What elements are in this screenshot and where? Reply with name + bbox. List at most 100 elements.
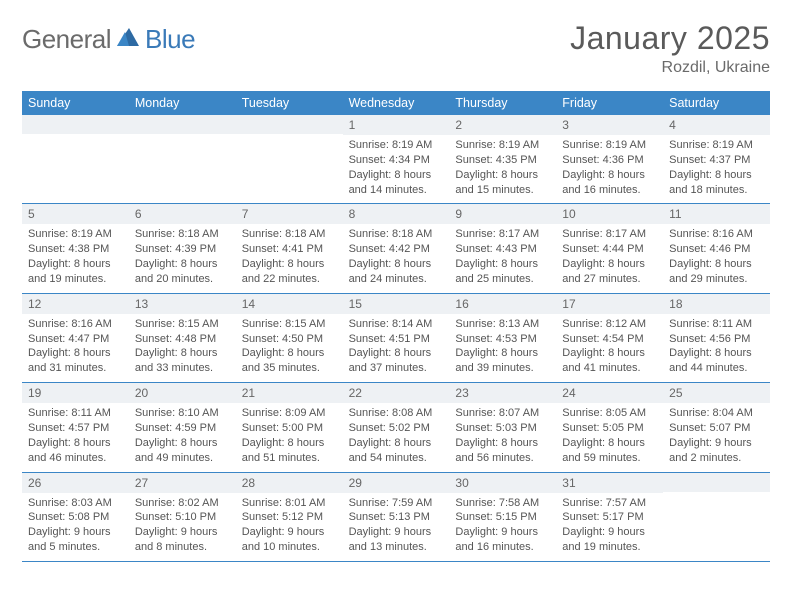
day-number: 13 <box>129 294 236 314</box>
day-text: Sunrise: 8:09 AMSunset: 5:00 PMDaylight:… <box>236 403 343 471</box>
day-text-line: and 24 minutes. <box>349 272 444 287</box>
day-text-line: Sunrise: 7:59 AM <box>349 496 444 511</box>
day-number <box>22 115 129 134</box>
day-text: Sunrise: 7:58 AMSunset: 5:15 PMDaylight:… <box>449 493 556 561</box>
day-text-line: Sunset: 4:54 PM <box>562 332 657 347</box>
day-text-line: Sunrise: 8:11 AM <box>669 317 764 332</box>
day-headers-row: Sunday Monday Tuesday Wednesday Thursday… <box>22 91 770 115</box>
day-text-line: and 27 minutes. <box>562 272 657 287</box>
day-cell: 20Sunrise: 8:10 AMSunset: 4:59 PMDayligh… <box>129 383 236 471</box>
day-text: Sunrise: 8:19 AMSunset: 4:35 PMDaylight:… <box>449 135 556 203</box>
week-row: 12Sunrise: 8:16 AMSunset: 4:47 PMDayligh… <box>22 294 770 383</box>
day-text: Sunrise: 8:18 AMSunset: 4:39 PMDaylight:… <box>129 224 236 292</box>
day-text-line: and 41 minutes. <box>562 361 657 376</box>
day-text: Sunrise: 8:16 AMSunset: 4:46 PMDaylight:… <box>663 224 770 292</box>
day-cell: 24Sunrise: 8:05 AMSunset: 5:05 PMDayligh… <box>556 383 663 471</box>
day-number: 10 <box>556 204 663 224</box>
day-text-line: Sunrise: 8:02 AM <box>135 496 230 511</box>
day-text-line: Sunrise: 8:18 AM <box>349 227 444 242</box>
day-number: 3 <box>556 115 663 135</box>
day-text-line: Daylight: 8 hours <box>562 168 657 183</box>
day-text-line: Daylight: 8 hours <box>28 436 123 451</box>
weeks-container: 1Sunrise: 8:19 AMSunset: 4:34 PMDaylight… <box>22 115 770 562</box>
day-text-line: Sunset: 4:39 PM <box>135 242 230 257</box>
day-text-line: Daylight: 8 hours <box>242 346 337 361</box>
day-text: Sunrise: 8:13 AMSunset: 4:53 PMDaylight:… <box>449 314 556 382</box>
day-text-line: Daylight: 9 hours <box>135 525 230 540</box>
day-text-line: Sunrise: 8:17 AM <box>562 227 657 242</box>
day-text-line: Sunset: 4:44 PM <box>562 242 657 257</box>
day-number: 17 <box>556 294 663 314</box>
week-row: 26Sunrise: 8:03 AMSunset: 5:08 PMDayligh… <box>22 473 770 562</box>
day-cell: 28Sunrise: 8:01 AMSunset: 5:12 PMDayligh… <box>236 473 343 561</box>
title-block: January 2025 Rozdil, Ukraine <box>570 20 770 77</box>
day-text: Sunrise: 8:15 AMSunset: 4:50 PMDaylight:… <box>236 314 343 382</box>
day-text: Sunrise: 7:57 AMSunset: 5:17 PMDaylight:… <box>556 493 663 561</box>
day-text-line: Daylight: 8 hours <box>562 346 657 361</box>
day-text: Sunrise: 8:04 AMSunset: 5:07 PMDaylight:… <box>663 403 770 471</box>
day-text-line: Daylight: 8 hours <box>455 346 550 361</box>
day-text: Sunrise: 8:08 AMSunset: 5:02 PMDaylight:… <box>343 403 450 471</box>
day-text: Sunrise: 8:17 AMSunset: 4:44 PMDaylight:… <box>556 224 663 292</box>
day-text-line: and 35 minutes. <box>242 361 337 376</box>
day-cell: 29Sunrise: 7:59 AMSunset: 5:13 PMDayligh… <box>343 473 450 561</box>
day-text-line: Sunrise: 8:19 AM <box>669 138 764 153</box>
day-text-line: and 37 minutes. <box>349 361 444 376</box>
day-cell: 7Sunrise: 8:18 AMSunset: 4:41 PMDaylight… <box>236 204 343 292</box>
day-number: 27 <box>129 473 236 493</box>
day-text: Sunrise: 8:18 AMSunset: 4:41 PMDaylight:… <box>236 224 343 292</box>
day-cell: 21Sunrise: 8:09 AMSunset: 5:00 PMDayligh… <box>236 383 343 471</box>
day-cell: 1Sunrise: 8:19 AMSunset: 4:34 PMDaylight… <box>343 115 450 203</box>
day-text: Sunrise: 8:11 AMSunset: 4:57 PMDaylight:… <box>22 403 129 471</box>
day-text-line: Sunrise: 8:15 AM <box>242 317 337 332</box>
day-text-line: Sunset: 5:08 PM <box>28 510 123 525</box>
day-text-line: Sunset: 5:10 PM <box>135 510 230 525</box>
day-text-line: Daylight: 8 hours <box>669 168 764 183</box>
day-text-line: Sunrise: 8:09 AM <box>242 406 337 421</box>
day-text-line: and 51 minutes. <box>242 451 337 466</box>
day-text-line: and 33 minutes. <box>135 361 230 376</box>
day-text-line: Sunset: 5:12 PM <box>242 510 337 525</box>
day-text-line: Sunrise: 8:07 AM <box>455 406 550 421</box>
day-text-line: Sunset: 4:42 PM <box>349 242 444 257</box>
week-row: 19Sunrise: 8:11 AMSunset: 4:57 PMDayligh… <box>22 383 770 472</box>
day-number: 6 <box>129 204 236 224</box>
day-text-line: Daylight: 8 hours <box>135 346 230 361</box>
day-text-line: Sunset: 4:36 PM <box>562 153 657 168</box>
day-text-line: Sunrise: 8:03 AM <box>28 496 123 511</box>
day-text-line: and 15 minutes. <box>455 183 550 198</box>
day-text: Sunrise: 8:19 AMSunset: 4:38 PMDaylight:… <box>22 224 129 292</box>
day-cell: 6Sunrise: 8:18 AMSunset: 4:39 PMDaylight… <box>129 204 236 292</box>
day-number: 30 <box>449 473 556 493</box>
day-text: Sunrise: 8:12 AMSunset: 4:54 PMDaylight:… <box>556 314 663 382</box>
day-number: 16 <box>449 294 556 314</box>
day-number: 11 <box>663 204 770 224</box>
day-cell: 26Sunrise: 8:03 AMSunset: 5:08 PMDayligh… <box>22 473 129 561</box>
day-number: 8 <box>343 204 450 224</box>
week-row: 1Sunrise: 8:19 AMSunset: 4:34 PMDaylight… <box>22 115 770 204</box>
day-text: Sunrise: 8:03 AMSunset: 5:08 PMDaylight:… <box>22 493 129 561</box>
day-text-line: Sunrise: 7:58 AM <box>455 496 550 511</box>
day-text-line: Sunset: 4:46 PM <box>669 242 764 257</box>
day-cell: 19Sunrise: 8:11 AMSunset: 4:57 PMDayligh… <box>22 383 129 471</box>
day-text-line: Daylight: 8 hours <box>669 257 764 272</box>
day-cell: 15Sunrise: 8:14 AMSunset: 4:51 PMDayligh… <box>343 294 450 382</box>
day-text-line: Sunset: 4:43 PM <box>455 242 550 257</box>
day-text-line: Sunset: 5:02 PM <box>349 421 444 436</box>
logo-text-blue: Blue <box>145 24 195 55</box>
day-cell: 10Sunrise: 8:17 AMSunset: 4:44 PMDayligh… <box>556 204 663 292</box>
day-cell: 22Sunrise: 8:08 AMSunset: 5:02 PMDayligh… <box>343 383 450 471</box>
day-cell: 18Sunrise: 8:11 AMSunset: 4:56 PMDayligh… <box>663 294 770 382</box>
day-text-line: and 19 minutes. <box>562 540 657 555</box>
day-number <box>129 115 236 134</box>
day-number: 31 <box>556 473 663 493</box>
day-text-line: Daylight: 8 hours <box>135 257 230 272</box>
day-number: 2 <box>449 115 556 135</box>
day-number: 5 <box>22 204 129 224</box>
day-header-sunday: Sunday <box>22 91 129 115</box>
day-number: 21 <box>236 383 343 403</box>
day-text-line: Sunset: 4:48 PM <box>135 332 230 347</box>
day-text-line: Sunrise: 8:14 AM <box>349 317 444 332</box>
page-title: January 2025 <box>570 20 770 57</box>
day-text: Sunrise: 8:14 AMSunset: 4:51 PMDaylight:… <box>343 314 450 382</box>
